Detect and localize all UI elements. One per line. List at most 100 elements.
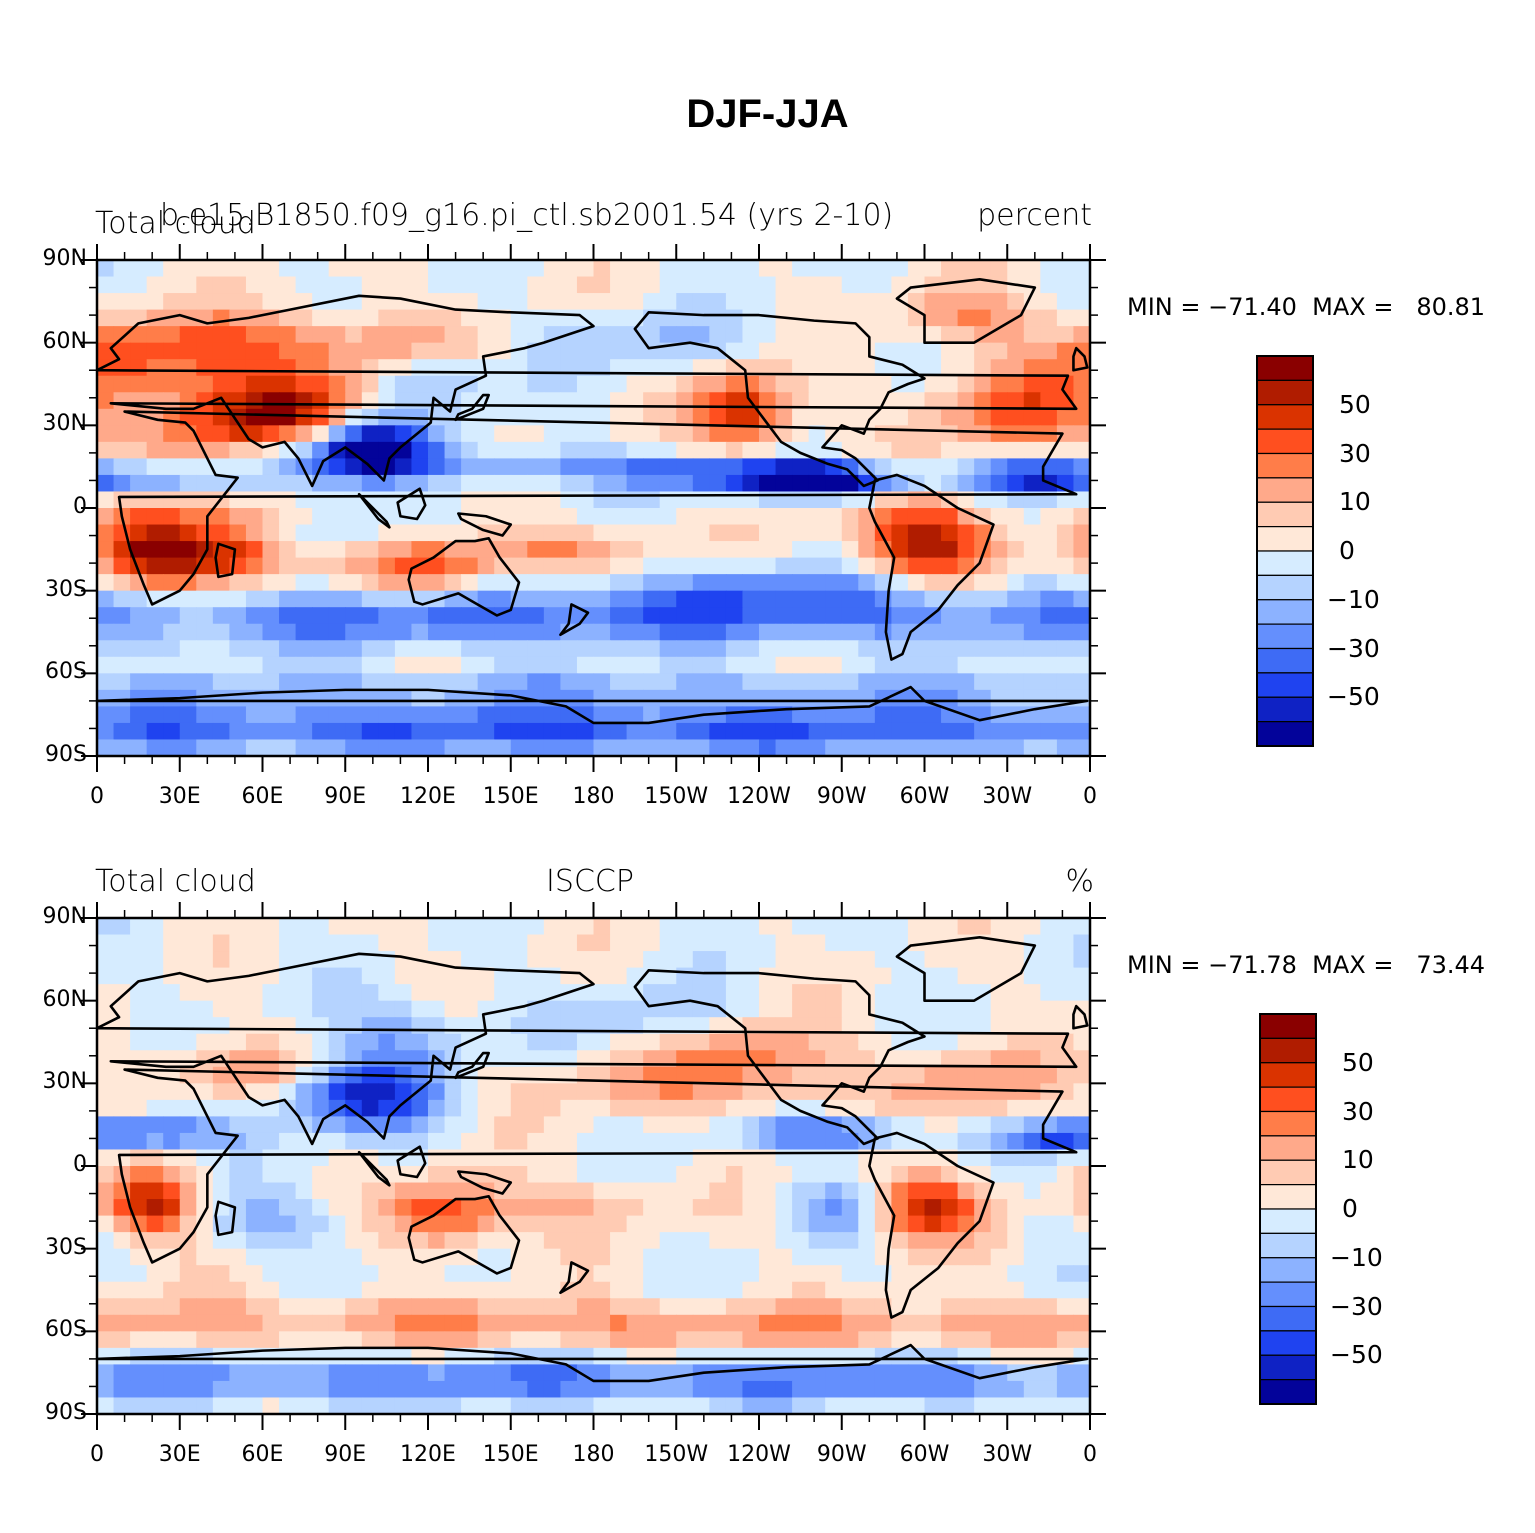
colorbar-swatch — [1256, 526, 1314, 552]
lon-tick-label: 150E — [482, 784, 539, 809]
colorbar-swatch — [1256, 355, 1314, 381]
colorbar-swatch — [1259, 1305, 1317, 1332]
colorbar-label: 30 — [1342, 1096, 1374, 1126]
colorbar-label: −30 — [1327, 633, 1380, 663]
colorbar-swatch — [1256, 721, 1314, 747]
colorbar-swatch — [1259, 1086, 1317, 1113]
colorbar-swatch — [1256, 477, 1314, 503]
colorbar-label: 0 — [1339, 536, 1355, 565]
colorbar-swatch — [1256, 550, 1314, 576]
panel2-right-label: % — [1065, 864, 1094, 899]
lon-tick-label: 90E — [324, 1442, 367, 1467]
panel1-center-label: b.e15.B1850.f09_g16.pi_ctl.sb2001.54 (yr… — [160, 198, 894, 233]
colorbar-label: −10 — [1327, 584, 1380, 614]
lat-tick-label: 30S — [45, 576, 87, 602]
colorbar-swatch — [1256, 404, 1314, 430]
colorbar-label: 10 — [1339, 487, 1371, 517]
colorbar-1 — [1256, 355, 1314, 747]
panel2-center-label: ISCCP — [546, 864, 634, 899]
lon-tick-label: 120W — [727, 1442, 791, 1467]
lon-tick-label: 30E — [158, 784, 201, 809]
lon-tick-label: 60E — [241, 784, 284, 809]
colorbar-label: 50 — [1342, 1047, 1374, 1077]
colorbar-swatch — [1259, 1281, 1317, 1308]
lon-tick-label: 90W — [816, 784, 867, 809]
colorbar-label: 0 — [1342, 1194, 1358, 1223]
colorbar-label: −50 — [1327, 682, 1380, 712]
colorbar-swatch — [1256, 696, 1314, 723]
colorbar-label: −50 — [1330, 1340, 1383, 1370]
colorbar-swatch — [1256, 379, 1314, 406]
lat-tick-label: 60N — [42, 986, 87, 1012]
lat-tick-label: 30N — [42, 411, 87, 437]
lon-tick-label: 30W — [982, 1442, 1033, 1467]
colorbar-swatch — [1256, 647, 1314, 674]
panel2-min-max: MIN = −71.78 MAX = 73.44 — [1127, 951, 1486, 979]
colorbar-label: 50 — [1339, 389, 1371, 419]
colorbar-swatch — [1259, 1208, 1317, 1234]
colorbar-swatch — [1259, 1110, 1317, 1137]
lat-tick-label: 30S — [45, 1234, 87, 1260]
lon-tick-label: 60W — [899, 1442, 950, 1467]
lon-tick-label: 90W — [816, 1442, 867, 1467]
colorbar-swatch — [1256, 501, 1314, 528]
lon-tick-label: 150E — [482, 1442, 539, 1467]
contour-field-1 — [97, 260, 1090, 756]
colorbar-swatch — [1259, 1135, 1317, 1161]
colorbar-swatch — [1256, 574, 1314, 601]
panel1-min-max: MIN = −71.40 MAX = 80.81 — [1127, 293, 1486, 321]
lon-tick-label: 30W — [982, 784, 1033, 809]
lon-tick-label: 90E — [324, 784, 367, 809]
lat-tick-label: 30N — [42, 1069, 87, 1095]
lon-tick-label: 60E — [241, 1442, 284, 1467]
colorbar-swatch — [1259, 1184, 1317, 1210]
lat-tick-label: 60S — [45, 659, 87, 685]
lon-tick-label: 150W — [644, 784, 709, 809]
map-panel-1 — [81, 244, 1106, 772]
colorbar-swatch — [1259, 1013, 1317, 1039]
colorbar-swatch — [1259, 1257, 1317, 1283]
lon-tick-label: 60W — [899, 784, 950, 809]
lon-tick-label: 150W — [644, 1442, 709, 1467]
lat-tick-label: 90N — [42, 246, 87, 271]
lon-tick-label: 120W — [727, 784, 791, 809]
lat-tick-label: 0 — [73, 494, 87, 519]
lat-tick-label: 90S — [45, 1400, 87, 1425]
colorbar-label: 10 — [1342, 1145, 1374, 1175]
colorbar-swatch — [1256, 672, 1314, 698]
colorbar-swatch — [1256, 452, 1314, 479]
colorbar-swatch — [1259, 1354, 1317, 1381]
colorbar-swatch — [1259, 1159, 1317, 1186]
colorbar-swatch — [1256, 599, 1314, 625]
colorbar-swatch — [1256, 623, 1314, 650]
colorbar-label: −30 — [1330, 1291, 1383, 1321]
lon-tick-label: 120E — [400, 784, 456, 809]
lon-tick-label: 180 — [572, 1442, 615, 1467]
colorbar-label: 30 — [1339, 438, 1371, 468]
lat-tick-label: 0 — [73, 1152, 87, 1177]
colorbar-2 — [1259, 1013, 1317, 1405]
lon-tick-label: 120E — [400, 1442, 456, 1467]
lon-tick-label: 0 — [90, 784, 104, 809]
lat-tick-label: 60S — [45, 1317, 87, 1343]
colorbar-label: −10 — [1330, 1242, 1383, 1272]
lon-tick-label: 0 — [1083, 784, 1097, 809]
figure-title: DJF-JJA — [686, 92, 849, 136]
panel2-left-label: Total cloud — [95, 864, 256, 899]
coastlines-1 — [97, 277, 1089, 725]
panel1-left-label: Total cloud — [95, 206, 256, 241]
colorbar-swatch — [1259, 1232, 1317, 1259]
lat-tick-label: 90N — [42, 904, 87, 929]
lat-tick-label: 90S — [45, 742, 87, 767]
map-panel-2 — [81, 902, 1106, 1430]
colorbar-swatch — [1259, 1062, 1317, 1088]
coastlines-2 — [97, 935, 1089, 1383]
contour-field-2 — [97, 918, 1090, 1414]
lat-tick-label: 60N — [42, 328, 87, 354]
colorbar-swatch — [1259, 1379, 1317, 1405]
lon-tick-label: 180 — [572, 784, 615, 809]
lon-tick-label: 0 — [90, 1442, 104, 1467]
lon-tick-label: 30E — [158, 1442, 201, 1467]
panel1-right-label: percent — [977, 198, 1092, 233]
